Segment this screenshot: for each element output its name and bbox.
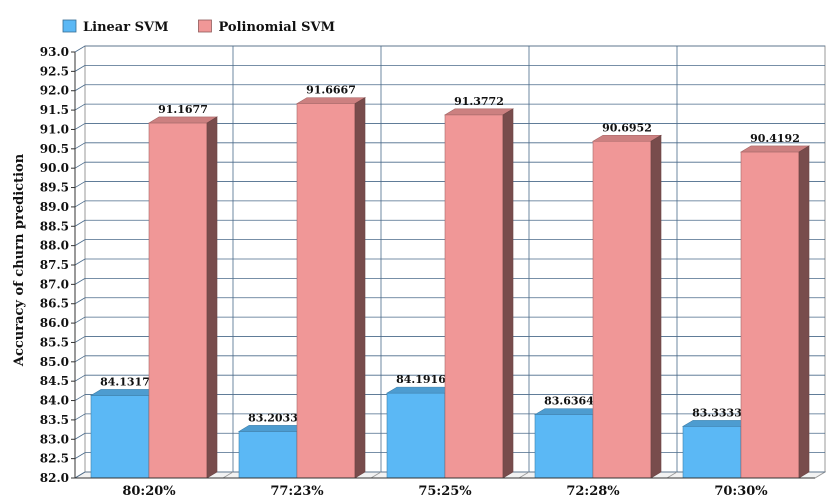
y-tick-label: 88.5 (40, 219, 69, 233)
gridline-depth (74, 65, 86, 72)
data-label: 91.3772 (454, 95, 504, 108)
y-tick-label: 90.0 (40, 161, 69, 175)
bar-polinomial-svm (295, 97, 367, 479)
bar-side (206, 116, 218, 479)
category-separator-floor (370, 471, 382, 479)
y-tick-label: 82.0 (40, 471, 69, 485)
data-label: 91.6667 (306, 84, 356, 97)
y-tick-label: 83.0 (40, 432, 69, 446)
data-label: 90.4192 (750, 132, 800, 145)
bar-side (650, 134, 662, 479)
bar-front (682, 426, 742, 479)
bar-side (354, 97, 366, 479)
bar-top (443, 108, 515, 116)
category-separator-floor (518, 471, 530, 479)
bar-front (444, 114, 504, 479)
y-tick-label: 93.0 (40, 45, 69, 59)
category-separator-floor (222, 471, 234, 479)
legend-entry: Linear SVM (83, 20, 168, 35)
gridline-depth (74, 45, 86, 53)
y-tick-label: 91.0 (40, 122, 69, 136)
y-tick-label: 85.0 (40, 355, 69, 369)
y-tick-label: 87.5 (40, 258, 69, 272)
y-tick-label: 87.0 (40, 277, 69, 291)
gridline-depth (74, 123, 86, 130)
x-tick-label: 75:25% (418, 484, 472, 498)
bar-top (295, 97, 367, 104)
gridline-depth (74, 413, 86, 421)
gridline-depth (74, 161, 86, 169)
bar-top (739, 145, 811, 153)
data-label: 91.1677 (158, 103, 208, 116)
bar-polinomial-svm (147, 116, 219, 479)
bar-front (148, 122, 208, 479)
y-tick-label: 84.5 (40, 374, 69, 388)
y-tick-label: 92.0 (40, 84, 69, 98)
bar-polinomial-svm (739, 145, 811, 479)
legend-swatch (198, 19, 212, 33)
y-axis-label: Accuracy of churn prediction (12, 153, 27, 367)
gridline-depth (74, 84, 86, 92)
data-label: 84.1916 (396, 373, 446, 386)
gridline-depth (74, 452, 86, 459)
gridline-depth (74, 316, 86, 324)
gridline-depth (74, 200, 86, 208)
legend-swatch (62, 19, 77, 33)
y-tick-label: 86.5 (40, 297, 69, 311)
gridline-depth (74, 181, 86, 188)
bar-polinomial-svm (443, 108, 515, 479)
gridline-depth (74, 432, 86, 440)
bar-front (386, 392, 446, 479)
gridline-depth (74, 258, 86, 266)
bar-front (238, 431, 298, 479)
bar-top (591, 134, 663, 142)
bar-front (296, 103, 356, 479)
data-label: 90.6952 (602, 121, 652, 134)
bar-front (592, 140, 652, 479)
y-tick-label: 88.0 (40, 239, 69, 253)
gridline-depth (74, 355, 86, 363)
x-tick-label: 72:28% (566, 484, 620, 498)
gridline-depth (74, 394, 86, 401)
bar-polinomial-svm (591, 134, 663, 479)
legend-entry: Polinomial SVM (218, 20, 335, 35)
y-tick-label: 90.5 (40, 142, 69, 156)
bar-side (798, 145, 810, 479)
legend: Linear SVM Polinomial SVM (62, 19, 335, 35)
data-label: 83.2033 (248, 411, 298, 424)
category-separator-floor (666, 471, 678, 479)
gridline-depth (74, 374, 86, 382)
bar-front (90, 395, 150, 479)
bar-front (534, 414, 594, 479)
y-tick-label: 86.0 (40, 316, 69, 330)
gridline-depth (74, 336, 86, 343)
bar-front (740, 151, 800, 479)
gridline-depth (74, 278, 86, 285)
x-tick-label: 80:20% (122, 484, 176, 498)
data-label: 83.3333 (692, 406, 742, 419)
plot-area: 82.0 82.5 83.0 83.5 84.0 84.5 85.0 85.5 86.0 86.5… (40, 45, 826, 498)
gridline-depth (74, 103, 86, 111)
y-tick-label: 85.5 (40, 335, 69, 349)
y-tick-label: 82.5 (40, 452, 69, 466)
y-tick-label: 92.5 (40, 64, 69, 78)
x-tick-label: 70:30% (714, 484, 768, 498)
x-tick-label: 77:23% (270, 484, 324, 498)
y-tick-label: 83.5 (40, 413, 69, 427)
gridline-depth (74, 219, 86, 227)
data-label: 84.1317 (100, 375, 150, 388)
y-tick-label: 91.5 (40, 103, 69, 117)
gridline-depth (74, 471, 86, 479)
gridline-depth (74, 297, 86, 305)
y-tick-label: 89.0 (40, 200, 69, 214)
bar-side (502, 108, 514, 479)
gridline-depth (74, 239, 86, 246)
data-label: 83.6364 (544, 395, 594, 408)
y-tick-label: 84.0 (40, 394, 69, 408)
gridline-depth (74, 142, 86, 150)
bar-top (147, 116, 219, 124)
y-tick-label: 89.5 (40, 181, 69, 195)
